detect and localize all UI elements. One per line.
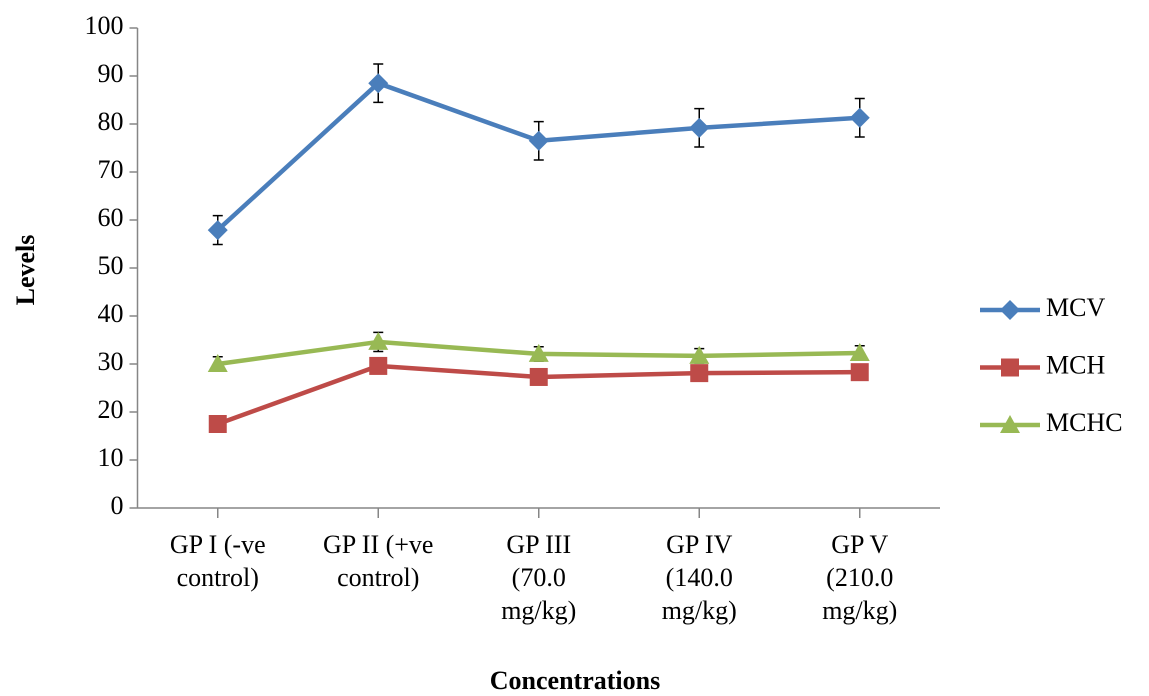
y-tick-label: 90 bbox=[98, 59, 124, 88]
legend-label: MCH bbox=[1046, 350, 1105, 379]
marker bbox=[849, 342, 870, 361]
y-tick-label: 80 bbox=[98, 107, 124, 136]
marker bbox=[689, 345, 710, 364]
marker bbox=[850, 363, 869, 382]
marker bbox=[207, 354, 228, 372]
y-tick-label: 60 bbox=[98, 203, 124, 232]
y-tick-label: 0 bbox=[111, 491, 124, 520]
x-tick-label: GP V (210.0 mg/kg) bbox=[822, 530, 898, 625]
marker bbox=[368, 73, 389, 94]
marker bbox=[690, 364, 709, 383]
marker bbox=[368, 331, 389, 350]
x-tick-label: GP IV (140.0 mg/kg) bbox=[661, 530, 737, 625]
marker bbox=[849, 107, 870, 128]
y-tick-label: 70 bbox=[98, 155, 124, 184]
y-tick-label: 30 bbox=[98, 347, 124, 376]
x-tick-label: GP I (-ve control) bbox=[169, 530, 266, 592]
x-tick-label: GP III (70.0 mg/kg) bbox=[501, 530, 577, 625]
marker bbox=[529, 367, 548, 386]
x-axis-label: Concentrations bbox=[490, 666, 660, 695]
legend-marker bbox=[1000, 415, 1020, 433]
y-tick-label: 100 bbox=[85, 11, 124, 40]
x-tick-label: GP II (+ve control) bbox=[323, 530, 434, 592]
legend-label: MCHC bbox=[1046, 408, 1123, 437]
y-tick-label: 50 bbox=[98, 251, 124, 280]
y-tick-label: 40 bbox=[98, 299, 124, 328]
marker bbox=[207, 220, 228, 241]
marker bbox=[689, 117, 710, 138]
y-tick-label: 20 bbox=[98, 395, 124, 424]
marker bbox=[208, 415, 227, 433]
legend-marker bbox=[1001, 358, 1019, 377]
marker bbox=[369, 356, 388, 375]
legend-label: MCV bbox=[1046, 293, 1105, 322]
marker bbox=[528, 343, 549, 362]
y-axis-label: Levels bbox=[11, 235, 40, 306]
legend-marker bbox=[1000, 300, 1020, 320]
marker bbox=[528, 130, 549, 151]
y-tick-label: 10 bbox=[98, 443, 124, 472]
